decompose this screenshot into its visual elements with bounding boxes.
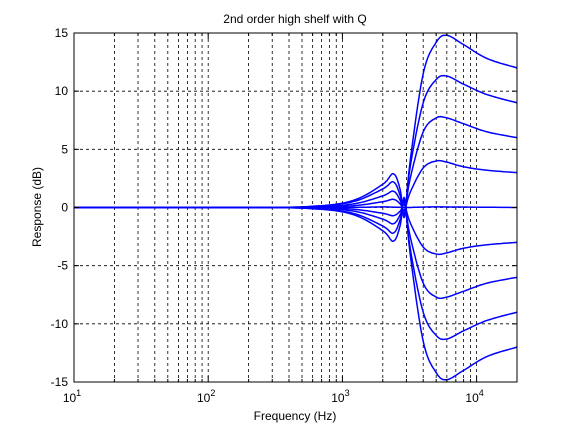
tick-labels: -15 -10 -5 0 5 10 15 101 102 103 104 <box>51 26 484 405</box>
x-tick-label: 102 <box>197 388 215 405</box>
x-tick-label: 103 <box>331 388 349 405</box>
x-axis-label: Frequency (Hz) <box>254 409 337 423</box>
y-tick-label: -10 <box>51 317 69 331</box>
series-lines <box>74 34 518 381</box>
chart-title: 2nd order high shelf with Q <box>223 12 366 26</box>
y-tick-label: 0 <box>61 201 68 215</box>
series-line-2 <box>74 74 518 216</box>
y-tick-label: 10 <box>55 84 69 98</box>
y-tick-label: -15 <box>51 375 69 389</box>
ticks <box>74 32 517 383</box>
x-tick-label: 101 <box>63 388 81 405</box>
y-tick-label: 15 <box>55 26 69 40</box>
y-axis-label: Response (dB) <box>30 167 44 247</box>
y-tick-label: 5 <box>61 142 68 156</box>
x-tick-label: 104 <box>465 388 483 405</box>
y-tick-label: -5 <box>57 259 68 273</box>
series-line-9 <box>74 196 518 381</box>
